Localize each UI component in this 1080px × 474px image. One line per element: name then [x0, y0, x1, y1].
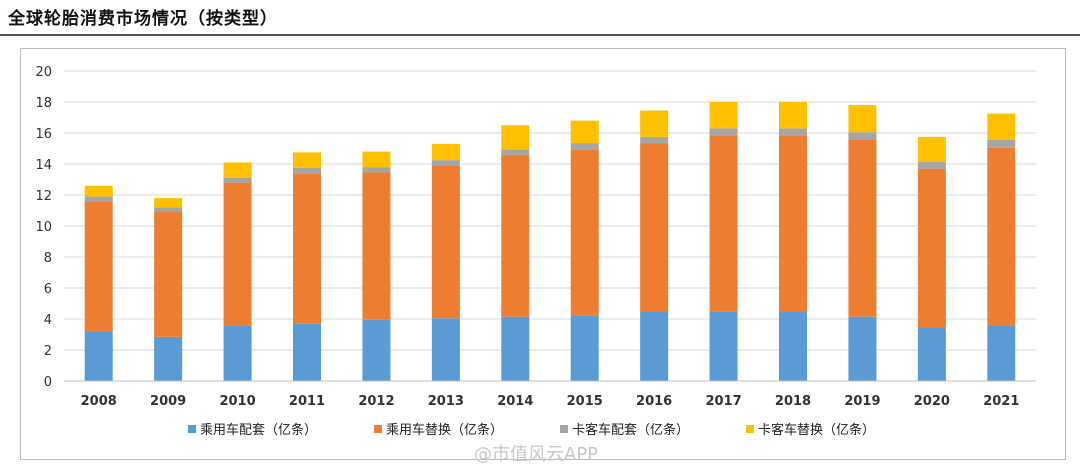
bar-segment-4	[154, 198, 183, 208]
legend-swatch	[746, 425, 754, 433]
y-tick-label: 18	[35, 96, 52, 111]
x-tick-label: 2015	[567, 394, 603, 409]
bar-segment-1	[362, 319, 391, 381]
legend-label: 乘用车替换（亿条）	[386, 422, 503, 438]
x-tick-label: 2019	[844, 394, 880, 409]
legend-label: 卡客车替换（亿条）	[758, 422, 875, 438]
bar-segment-4	[987, 113, 1016, 140]
y-tick-label: 4	[44, 313, 52, 328]
y-tick-label: 14	[35, 158, 52, 173]
bar-segment-2	[501, 154, 530, 317]
legend-label: 乘用车配套（亿条）	[200, 422, 317, 438]
x-tick-label: 2020	[914, 394, 950, 409]
bar-segment-3	[709, 128, 738, 136]
bar-segment-2	[293, 173, 321, 324]
bar-segment-1	[917, 327, 946, 381]
bar-segment-1	[848, 316, 877, 381]
bar-segment-4	[848, 105, 877, 133]
bar-segment-4	[709, 102, 738, 129]
y-tick-label: 6	[44, 282, 52, 297]
x-tick-label: 2010	[219, 394, 255, 409]
x-tick-label: 2013	[428, 394, 464, 409]
bar-segment-3	[362, 167, 391, 173]
bar-segment-2	[154, 212, 183, 337]
bar-segment-1	[223, 325, 252, 381]
bar-segment-3	[154, 207, 183, 213]
y-tick-label: 10	[35, 220, 52, 235]
bar-segment-2	[223, 182, 252, 326]
bars	[84, 102, 1016, 381]
bar-segment-3	[223, 177, 252, 183]
bar-segment-3	[779, 128, 807, 136]
legend: 乘用车配套（亿条） 乘用车替换（亿条） 卡客车配套（亿条） 卡客车替换（亿条）	[188, 422, 875, 438]
bar-segment-1	[501, 316, 530, 381]
gridlines	[64, 70, 1036, 382]
axes: 0 2 4 6 8 10 12 14 16 18 20 2008 2009 2010 2011 2012 201…	[35, 65, 1036, 409]
bar-segment-1	[431, 318, 460, 381]
chart-frame	[20, 48, 1066, 460]
bar-segment-4	[640, 110, 669, 137]
watermark-text: @市值风云APP	[474, 444, 599, 465]
bar-segment-3	[84, 196, 113, 202]
page-title: 全球轮胎消费市场情况（按类型）	[8, 9, 278, 29]
y-tick-label: 8	[44, 251, 52, 266]
bar-segment-3	[431, 160, 460, 166]
bar-segment-3	[848, 132, 877, 140]
x-tick-label: 2018	[775, 394, 811, 409]
legend-swatch	[188, 425, 196, 433]
legend-swatch	[560, 425, 568, 433]
y-tick-label: 16	[35, 127, 52, 142]
bar-segment-2	[431, 165, 460, 319]
legend-swatch	[374, 425, 382, 433]
x-tick-label: 2021	[983, 394, 1019, 409]
bar-segment-2	[84, 201, 113, 332]
bar-segment-3	[501, 149, 530, 155]
bar-segment-1	[84, 331, 113, 381]
x-tick-label: 2012	[358, 394, 394, 409]
y-tick-label: 12	[35, 189, 52, 204]
bar-segment-1	[570, 315, 599, 381]
bar-segment-1	[640, 312, 669, 381]
bar-segment-2	[570, 149, 599, 316]
y-tick-label: 20	[35, 65, 52, 80]
bar-segment-1	[154, 336, 183, 381]
y-tick-label: 2	[44, 344, 52, 359]
bar-segment-4	[501, 125, 530, 150]
title-divider	[0, 34, 1080, 36]
bar-segment-3	[293, 167, 321, 174]
bar-segment-1	[709, 311, 738, 381]
bar-segment-4	[84, 185, 113, 197]
x-tick-label: 2011	[289, 394, 325, 409]
y-tick-label: 0	[44, 375, 52, 390]
bar-segment-4	[431, 143, 460, 161]
bar-segment-1	[987, 325, 1016, 381]
x-tick-label: 2008	[81, 394, 117, 409]
x-tick-label: 2016	[636, 394, 672, 409]
bar-segment-3	[640, 136, 669, 144]
bar-segment-2	[362, 172, 391, 320]
bar-segment-4	[570, 120, 599, 144]
bar-segment-2	[709, 135, 738, 312]
bar-segment-2	[779, 135, 807, 313]
bar-segment-4	[779, 102, 807, 129]
bar-segment-3	[570, 143, 599, 150]
bar-segment-2	[848, 139, 877, 317]
bar-segment-3	[987, 139, 1016, 148]
bar-segment-2	[987, 147, 1016, 326]
bar-segment-2	[917, 168, 946, 328]
legend-label: 卡客车配套（亿条）	[572, 422, 689, 438]
bar-segment-2	[640, 143, 669, 313]
x-tick-label: 2014	[497, 394, 533, 409]
bar-segment-1	[779, 312, 807, 381]
bar-segment-4	[917, 136, 946, 162]
bar-segment-4	[223, 162, 252, 178]
x-tick-label: 2017	[705, 394, 741, 409]
bar-segment-3	[917, 161, 946, 169]
x-tick-label: 2009	[150, 394, 186, 409]
bar-segment-1	[293, 323, 321, 381]
bar-segment-4	[293, 152, 321, 168]
bar-segment-4	[362, 151, 391, 168]
